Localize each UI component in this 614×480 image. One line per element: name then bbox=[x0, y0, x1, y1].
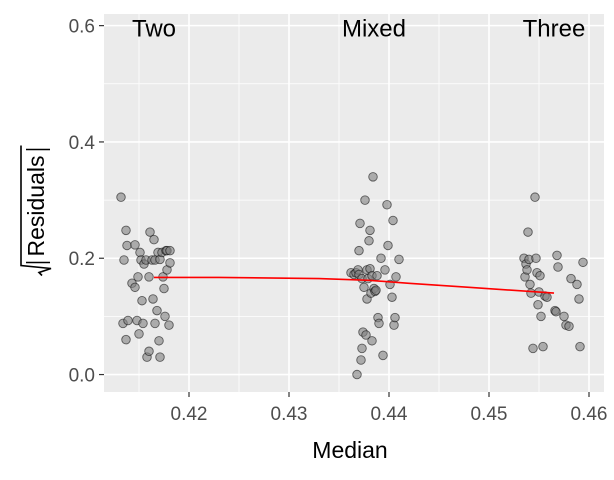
y-axis-title-text: Residuals bbox=[23, 156, 49, 257]
data-point bbox=[530, 192, 540, 202]
data-point bbox=[374, 318, 384, 329]
y-tick-label: 0.4 bbox=[69, 133, 96, 154]
data-point bbox=[119, 255, 129, 265]
data-point bbox=[361, 330, 371, 340]
data-point bbox=[357, 343, 367, 354]
data-point bbox=[371, 285, 381, 295]
data-point bbox=[542, 292, 552, 302]
data-point bbox=[352, 369, 362, 380]
data-point bbox=[380, 265, 390, 275]
data-point bbox=[387, 292, 397, 302]
data-point bbox=[391, 272, 401, 282]
x-axis: 0.42 0.43 0.44 0.45 0.46 bbox=[171, 392, 608, 425]
data-point bbox=[528, 343, 538, 354]
data-point bbox=[354, 245, 364, 256]
data-point bbox=[122, 240, 132, 251]
data-point bbox=[165, 258, 175, 268]
data-point bbox=[368, 172, 378, 182]
data-point bbox=[150, 318, 160, 329]
data-point bbox=[364, 236, 374, 246]
y-axis: 0.0 0.2 0.4 0.6 bbox=[69, 17, 104, 387]
data-point bbox=[154, 336, 164, 346]
data-point bbox=[523, 227, 533, 237]
data-point bbox=[144, 346, 154, 357]
data-point bbox=[536, 311, 546, 322]
data-point bbox=[578, 257, 588, 268]
data-point bbox=[121, 225, 131, 236]
data-point bbox=[160, 311, 170, 322]
data-point bbox=[522, 265, 532, 275]
data-point bbox=[164, 320, 174, 330]
data-point bbox=[394, 254, 404, 265]
data-point bbox=[116, 192, 126, 202]
data-point bbox=[553, 262, 563, 272]
data-point bbox=[383, 240, 393, 251]
data-point bbox=[575, 341, 585, 352]
data-point bbox=[123, 315, 133, 326]
data-point bbox=[144, 272, 154, 282]
data-point bbox=[121, 334, 131, 345]
x-tick-label: 0.45 bbox=[471, 404, 508, 425]
y-tick-label: 0.2 bbox=[69, 249, 95, 270]
x-tick-label: 0.42 bbox=[171, 404, 208, 425]
group-labels: Two Mixed Three bbox=[132, 16, 585, 43]
data-point bbox=[145, 227, 155, 237]
x-axis-title: Median bbox=[312, 437, 387, 463]
data-point bbox=[390, 312, 400, 323]
data-point bbox=[152, 305, 162, 316]
data-point bbox=[564, 321, 574, 332]
data-point bbox=[148, 294, 158, 304]
data-point bbox=[572, 279, 582, 290]
data-point bbox=[360, 195, 370, 205]
y-tick-label: 0.6 bbox=[69, 17, 95, 38]
data-point bbox=[367, 336, 377, 346]
x-tick-label: 0.44 bbox=[371, 404, 408, 425]
data-point bbox=[552, 250, 562, 261]
data-point bbox=[137, 295, 147, 306]
data-point bbox=[155, 352, 165, 362]
data-point bbox=[388, 215, 398, 226]
x-tick-label: 0.43 bbox=[271, 404, 308, 425]
group-label: Two bbox=[132, 16, 176, 43]
group-label: Mixed bbox=[342, 16, 406, 43]
data-point bbox=[559, 311, 569, 322]
group-label: Three bbox=[523, 16, 586, 43]
data-point bbox=[372, 270, 382, 281]
plot-panel bbox=[104, 14, 604, 392]
data-point bbox=[531, 253, 541, 263]
data-point bbox=[356, 355, 366, 365]
data-point bbox=[376, 253, 386, 263]
data-point bbox=[165, 245, 175, 256]
data-point bbox=[535, 270, 545, 281]
data-point bbox=[355, 218, 365, 229]
data-point bbox=[525, 279, 535, 290]
data-point bbox=[526, 288, 536, 298]
data-point bbox=[378, 350, 388, 361]
data-point bbox=[365, 225, 375, 236]
data-point bbox=[149, 234, 159, 245]
data-point bbox=[538, 341, 548, 352]
data-point bbox=[551, 306, 561, 317]
data-point bbox=[574, 294, 584, 304]
data-point bbox=[359, 282, 369, 293]
minor-grid bbox=[104, 14, 604, 392]
data-point bbox=[159, 283, 169, 294]
data-point bbox=[138, 318, 148, 329]
data-point bbox=[133, 272, 143, 282]
trend-line bbox=[154, 276, 555, 294]
y-tick-label: 0.0 bbox=[69, 366, 95, 387]
sqrt-sign-icon bbox=[20, 145, 52, 277]
data-point bbox=[130, 240, 140, 250]
data-point bbox=[566, 273, 576, 284]
x-tick-label: 0.46 bbox=[571, 404, 608, 425]
data-point bbox=[533, 300, 543, 310]
data-point bbox=[134, 329, 144, 339]
data-point bbox=[130, 282, 140, 293]
data-point bbox=[382, 199, 392, 210]
y-axis-title: Residuals bbox=[20, 145, 52, 277]
